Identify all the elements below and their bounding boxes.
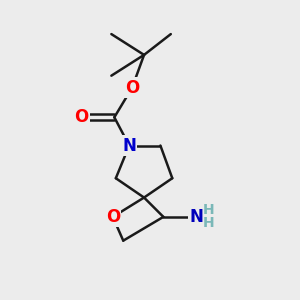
Text: O: O bbox=[125, 79, 139, 97]
Text: O: O bbox=[74, 108, 89, 126]
Text: N: N bbox=[189, 208, 203, 226]
Text: H: H bbox=[203, 216, 214, 230]
Text: O: O bbox=[106, 208, 120, 226]
Text: N: N bbox=[122, 136, 136, 154]
Text: H: H bbox=[203, 203, 214, 217]
